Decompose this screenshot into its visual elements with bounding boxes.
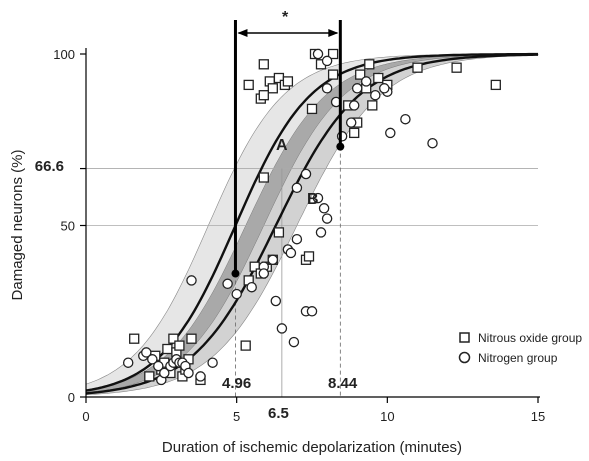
reference-lines bbox=[86, 146, 538, 397]
significance-asterisk: * bbox=[282, 9, 289, 26]
point-nitrogen-2 bbox=[141, 347, 152, 358]
y-tick-label-2: 100 bbox=[53, 47, 75, 62]
point-nitrogen-46 bbox=[385, 127, 396, 139]
x-tick-label-0: 0 bbox=[82, 409, 89, 424]
point-nitrogen-15 bbox=[195, 371, 206, 382]
point-nitrous-oxide-45 bbox=[367, 100, 378, 111]
point-nitrogen-24 bbox=[276, 323, 288, 334]
point-nitrous-oxide-0 bbox=[129, 333, 140, 344]
x-tick-label-1: 5 bbox=[233, 409, 240, 424]
point-nitrous-oxide-49 bbox=[451, 62, 462, 73]
point-nitrogen-3 bbox=[147, 354, 158, 365]
bracket-arrow-right bbox=[328, 29, 339, 37]
data-points bbox=[122, 48, 501, 386]
point-nitrous-oxide-25 bbox=[243, 79, 254, 91]
point-nitrous-oxide-22 bbox=[258, 172, 269, 183]
point-nitrous-oxide-29 bbox=[267, 83, 278, 94]
legend-label-nitrous-oxide: Nitrous oxide group bbox=[478, 331, 582, 345]
x-marker-label-6-5: 6.5 bbox=[268, 405, 289, 422]
point-nitrogen-17 bbox=[222, 278, 233, 290]
point-nitrogen-26 bbox=[285, 247, 297, 259]
legend: Nitrous oxide group Nitrogen group bbox=[458, 331, 582, 365]
point-nitrous-oxide-7 bbox=[168, 333, 179, 344]
point-nitrogen-32 bbox=[315, 227, 327, 238]
point-nitrous-oxide-38 bbox=[327, 48, 339, 60]
point-nitrous-oxide-40 bbox=[349, 127, 360, 139]
point-nitrous-oxide-48 bbox=[412, 62, 423, 73]
point-nitrogen-43 bbox=[360, 76, 372, 87]
point-nitrogen-44 bbox=[370, 89, 381, 101]
x-tick-label-3: 15 bbox=[531, 409, 545, 424]
point-nitrogen-18 bbox=[231, 288, 242, 300]
point-nitrogen-30 bbox=[306, 306, 318, 317]
legend-marker-nitrogen bbox=[458, 351, 471, 364]
x-marker-label-4-96: 4.96 bbox=[222, 375, 251, 392]
point-nitrogen-33 bbox=[300, 168, 312, 180]
bracket-arrow-left bbox=[237, 29, 248, 37]
point-nitrogen-6 bbox=[159, 367, 170, 379]
annotations: A B * 66.6 4.96 8.44 6.5 bbox=[35, 9, 358, 422]
point-nitrogen-36 bbox=[321, 213, 333, 224]
point-nitrous-oxide-32 bbox=[258, 90, 269, 101]
point-nitrogen-22 bbox=[267, 254, 279, 266]
point-nitrogen-13 bbox=[183, 367, 194, 379]
point-nitrogen-19 bbox=[246, 281, 257, 293]
point-nitrous-oxide-13 bbox=[186, 333, 197, 344]
curve-label-b: B bbox=[307, 191, 319, 208]
point-nitrous-oxide-15 bbox=[240, 340, 251, 351]
point-nitrous-oxide-5 bbox=[162, 343, 173, 355]
point-nitrous-oxide-50 bbox=[490, 79, 501, 91]
y-tick-label-0: 0 bbox=[68, 390, 75, 405]
point-nitrogen-23 bbox=[270, 295, 282, 307]
point-nitrogen-27 bbox=[288, 336, 300, 348]
point-nitrous-oxide-34 bbox=[306, 103, 318, 115]
point-nitrous-oxide-27 bbox=[258, 59, 269, 70]
point-nitrogen-34 bbox=[291, 182, 303, 194]
point-nitrogen-21 bbox=[258, 268, 270, 279]
y-tick-label-1: 50 bbox=[61, 219, 75, 234]
point-nitrous-oxide-42 bbox=[355, 69, 366, 80]
point-nitrogen-31 bbox=[312, 192, 324, 204]
point-nitrogen-37 bbox=[312, 48, 324, 60]
highlight-point-a bbox=[231, 269, 240, 278]
point-nitrogen-0 bbox=[122, 357, 134, 368]
point-nitrogen-42 bbox=[351, 83, 363, 94]
point-nitrogen-50 bbox=[345, 117, 357, 128]
point-nitrogen-35 bbox=[318, 203, 330, 214]
x-axis-title: Duration of ischemic depolarization (min… bbox=[162, 439, 462, 456]
point-nitrous-oxide-1 bbox=[144, 371, 155, 382]
point-nitrogen-28 bbox=[291, 233, 303, 245]
curve-label-a: A bbox=[276, 137, 288, 154]
y-axis-title: Damaged neurons (%) bbox=[9, 150, 26, 301]
point-nitrous-oxide-46 bbox=[373, 72, 384, 84]
highlight-point-b bbox=[336, 142, 345, 151]
point-nitrous-oxide-33 bbox=[282, 76, 294, 87]
legend-marker-nitrous-oxide bbox=[459, 332, 470, 343]
point-nitrous-oxide-37 bbox=[327, 69, 339, 80]
point-nitrogen-51 bbox=[379, 83, 390, 94]
point-nitrogen-48 bbox=[427, 137, 438, 149]
point-nitrogen-4 bbox=[153, 360, 164, 372]
point-nitrous-oxide-9 bbox=[174, 340, 185, 351]
point-nitrogen-16 bbox=[207, 357, 218, 368]
point-nitrogen-47 bbox=[400, 113, 411, 125]
y-tick-label-66-6: 66.6 bbox=[35, 158, 64, 175]
point-nitrogen-41 bbox=[348, 100, 360, 111]
point-nitrous-oxide-44 bbox=[364, 59, 375, 70]
point-nitrogen-38 bbox=[321, 83, 333, 94]
point-nitrogen-39 bbox=[321, 55, 333, 67]
point-nitrogen-14 bbox=[186, 275, 197, 286]
point-nitrous-oxide-24 bbox=[303, 251, 315, 262]
x-marker-label-8-44: 8.44 bbox=[328, 375, 358, 392]
x-tick-label-2: 10 bbox=[380, 409, 394, 424]
legend-label-nitrogen: Nitrogen group bbox=[478, 351, 558, 365]
curve-a bbox=[85, 52, 538, 392]
axes: 0 5 10 15 0 50 100 bbox=[53, 47, 545, 424]
point-nitrous-oxide-21 bbox=[273, 227, 285, 238]
